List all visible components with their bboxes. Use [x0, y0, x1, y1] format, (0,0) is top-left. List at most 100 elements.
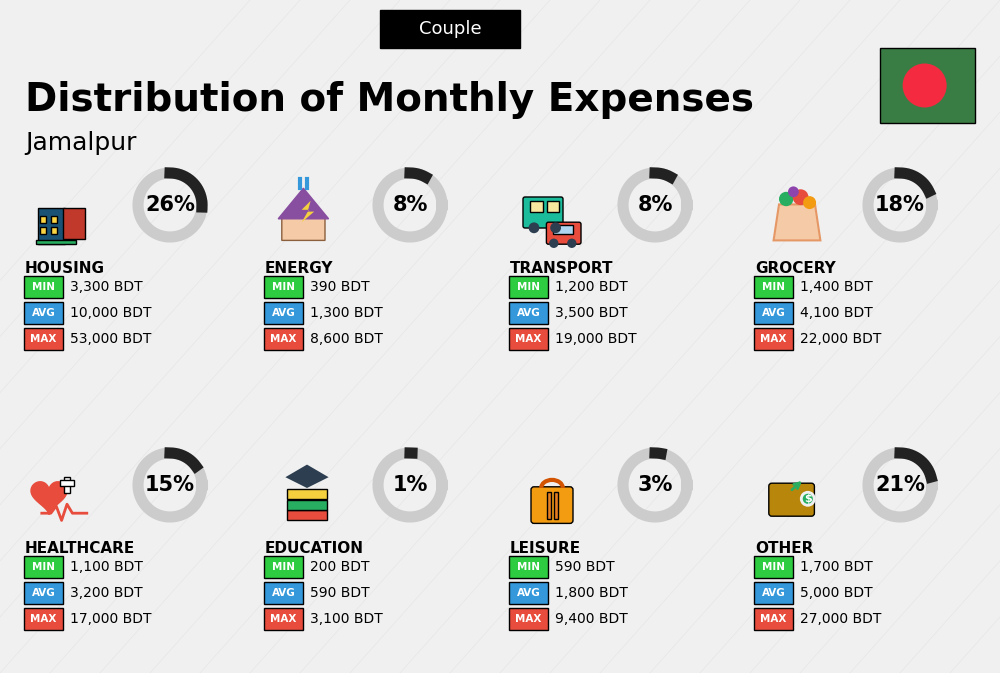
- Text: TRANSPORT: TRANSPORT: [510, 261, 614, 276]
- Text: 8,600 BDT: 8,600 BDT: [310, 332, 383, 346]
- Text: 1,400 BDT: 1,400 BDT: [800, 280, 873, 294]
- Text: 22,000 BDT: 22,000 BDT: [800, 332, 881, 346]
- Circle shape: [803, 196, 816, 209]
- Text: 3,300 BDT: 3,300 BDT: [70, 280, 143, 294]
- FancyBboxPatch shape: [287, 489, 327, 499]
- FancyBboxPatch shape: [754, 276, 793, 298]
- FancyBboxPatch shape: [40, 227, 46, 234]
- Text: MAX: MAX: [30, 614, 57, 624]
- Text: 1,300 BDT: 1,300 BDT: [310, 306, 383, 320]
- FancyBboxPatch shape: [754, 608, 793, 630]
- FancyBboxPatch shape: [380, 10, 520, 48]
- Text: MIN: MIN: [272, 562, 295, 572]
- Text: MIN: MIN: [32, 562, 55, 572]
- Text: 1,700 BDT: 1,700 BDT: [800, 560, 873, 574]
- Text: LEISURE: LEISURE: [510, 541, 581, 556]
- FancyBboxPatch shape: [754, 582, 793, 604]
- FancyBboxPatch shape: [264, 556, 303, 578]
- FancyBboxPatch shape: [264, 608, 303, 630]
- Text: 1%: 1%: [392, 475, 428, 495]
- Text: 1,100 BDT: 1,100 BDT: [70, 560, 143, 574]
- Circle shape: [529, 222, 539, 234]
- Text: 590 BDT: 590 BDT: [555, 560, 615, 574]
- Text: 3,100 BDT: 3,100 BDT: [310, 612, 383, 626]
- FancyBboxPatch shape: [754, 556, 793, 578]
- FancyBboxPatch shape: [553, 225, 573, 234]
- Text: Couple: Couple: [419, 20, 481, 38]
- Text: MAX: MAX: [270, 614, 297, 624]
- Text: AVG: AVG: [32, 308, 55, 318]
- FancyBboxPatch shape: [287, 510, 327, 520]
- FancyBboxPatch shape: [264, 276, 303, 298]
- Text: 17,000 BDT: 17,000 BDT: [70, 612, 152, 626]
- Text: MAX: MAX: [515, 614, 542, 624]
- Text: 390 BDT: 390 BDT: [310, 280, 370, 294]
- Text: MIN: MIN: [517, 562, 540, 572]
- FancyBboxPatch shape: [509, 276, 548, 298]
- Polygon shape: [302, 201, 314, 222]
- Text: 1,800 BDT: 1,800 BDT: [555, 586, 628, 600]
- Text: HOUSING: HOUSING: [25, 261, 105, 276]
- FancyBboxPatch shape: [24, 582, 63, 604]
- Circle shape: [793, 189, 809, 205]
- FancyBboxPatch shape: [24, 276, 63, 298]
- Circle shape: [800, 491, 816, 507]
- Text: 200 BDT: 200 BDT: [310, 560, 370, 574]
- FancyBboxPatch shape: [754, 328, 793, 350]
- Circle shape: [903, 63, 947, 108]
- Polygon shape: [285, 464, 329, 488]
- Text: 3%: 3%: [637, 475, 673, 495]
- Text: 4,100 BDT: 4,100 BDT: [800, 306, 873, 320]
- Text: MAX: MAX: [30, 334, 57, 344]
- Text: EDUCATION: EDUCATION: [265, 541, 364, 556]
- Text: Jamalpur: Jamalpur: [25, 131, 136, 155]
- Polygon shape: [774, 205, 820, 240]
- Text: 15%: 15%: [145, 475, 195, 495]
- FancyBboxPatch shape: [40, 216, 46, 223]
- Text: 21%: 21%: [875, 475, 925, 495]
- FancyBboxPatch shape: [63, 208, 85, 239]
- FancyBboxPatch shape: [546, 222, 581, 244]
- FancyBboxPatch shape: [64, 477, 70, 493]
- Text: ENERGY: ENERGY: [265, 261, 334, 276]
- FancyBboxPatch shape: [287, 499, 327, 509]
- Text: 8%: 8%: [392, 195, 428, 215]
- FancyBboxPatch shape: [509, 608, 548, 630]
- Text: 9,400 BDT: 9,400 BDT: [555, 612, 628, 626]
- FancyBboxPatch shape: [24, 608, 63, 630]
- Text: $: $: [804, 494, 812, 504]
- FancyBboxPatch shape: [547, 491, 551, 519]
- FancyBboxPatch shape: [264, 302, 303, 324]
- FancyBboxPatch shape: [530, 201, 543, 211]
- Text: OTHER: OTHER: [755, 541, 813, 556]
- Text: MAX: MAX: [760, 334, 787, 344]
- Text: 18%: 18%: [875, 195, 925, 215]
- FancyBboxPatch shape: [24, 328, 63, 350]
- Text: 10,000 BDT: 10,000 BDT: [70, 306, 152, 320]
- FancyBboxPatch shape: [509, 556, 548, 578]
- FancyBboxPatch shape: [24, 302, 63, 324]
- Text: HEALTHCARE: HEALTHCARE: [25, 541, 135, 556]
- FancyBboxPatch shape: [264, 328, 303, 350]
- FancyBboxPatch shape: [38, 208, 65, 244]
- Text: 3,200 BDT: 3,200 BDT: [70, 586, 143, 600]
- Text: 53,000 BDT: 53,000 BDT: [70, 332, 151, 346]
- Circle shape: [550, 222, 561, 234]
- Polygon shape: [31, 482, 67, 514]
- FancyBboxPatch shape: [554, 491, 558, 519]
- FancyBboxPatch shape: [51, 227, 57, 234]
- Text: AVG: AVG: [762, 308, 785, 318]
- Text: Distribution of Monthly Expenses: Distribution of Monthly Expenses: [25, 81, 754, 119]
- Text: MIN: MIN: [762, 562, 785, 572]
- FancyBboxPatch shape: [509, 582, 548, 604]
- Text: 27,000 BDT: 27,000 BDT: [800, 612, 881, 626]
- Text: MAX: MAX: [270, 334, 297, 344]
- Text: AVG: AVG: [517, 588, 540, 598]
- FancyBboxPatch shape: [60, 481, 74, 486]
- Text: 19,000 BDT: 19,000 BDT: [555, 332, 637, 346]
- FancyBboxPatch shape: [547, 201, 559, 211]
- Text: MAX: MAX: [515, 334, 542, 344]
- FancyBboxPatch shape: [36, 240, 76, 244]
- Text: AVG: AVG: [32, 588, 55, 598]
- Text: MIN: MIN: [517, 282, 540, 292]
